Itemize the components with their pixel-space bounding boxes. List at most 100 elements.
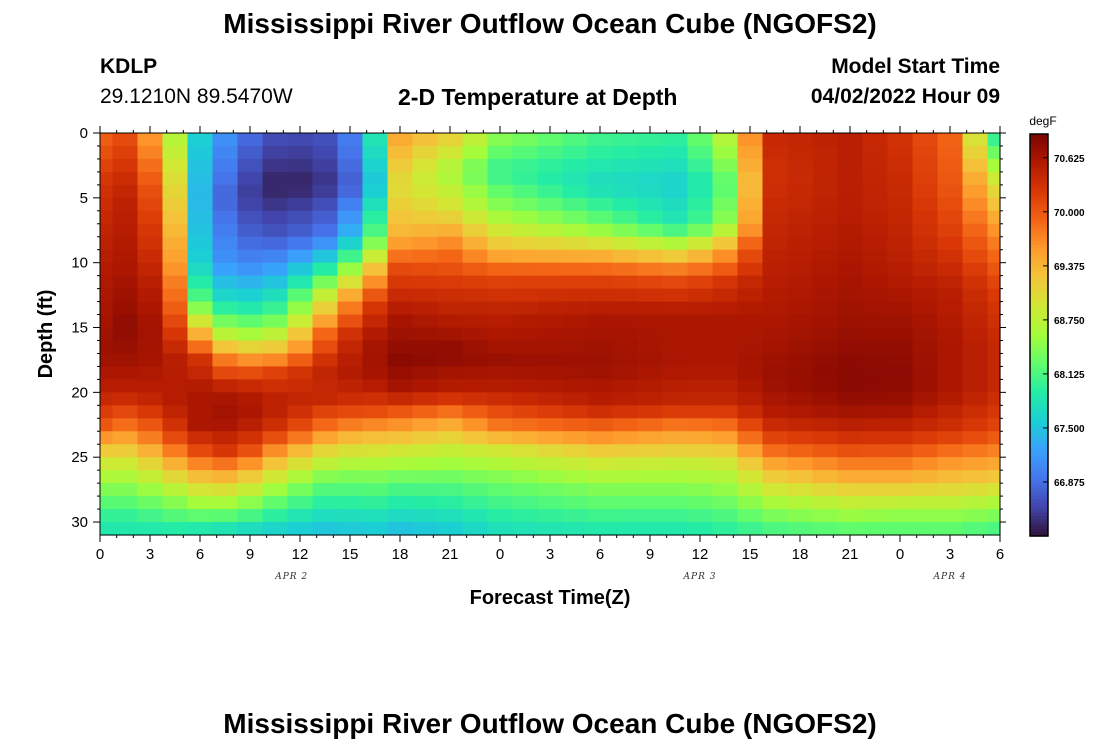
heatmap-cell [287,405,314,419]
heatmap-cell [587,327,614,342]
colorbar-segment [1030,164,1048,169]
heatmap-cell [637,457,664,471]
heatmap-cell [612,249,639,264]
x-tick-label: 15 [342,546,359,563]
heatmap-cell [862,133,889,147]
heatmap-cell [912,457,939,471]
y-tick-label: 30 [71,514,88,531]
heatmap-cell [862,158,889,173]
heatmap-cell [612,379,639,393]
heatmap-cell [687,301,714,316]
heatmap-cell [412,327,439,342]
heatmap-cell [337,223,364,238]
heatmap-cell [112,145,139,160]
heatmap-cell [812,431,839,445]
heatmap-cell [137,223,164,238]
heatmap-cell [387,327,414,342]
heatmap-cell [137,171,164,186]
heatmap-cell [512,379,539,393]
heatmap-cell [587,236,614,251]
heatmap-cell [387,133,414,147]
colorbar-segment [1030,408,1048,413]
heatmap-cell [412,457,439,471]
heatmap-cell [312,210,339,225]
heatmap-cell [712,483,739,497]
heatmap-cell [100,145,114,160]
colorbar-segment [1030,442,1048,447]
heatmap-cell [712,145,739,160]
heatmap-cell [537,145,564,160]
heatmap-cell [587,133,614,147]
heatmap-cell [712,158,739,173]
heatmap-cell [462,158,489,173]
heatmap-cell [387,171,414,186]
heatmap-cell [437,275,464,290]
heatmap-cell [137,366,164,380]
heatmap-cell [962,457,989,471]
heatmap-cell [662,431,689,445]
heatmap-cell [662,249,689,264]
heatmap-cell [512,262,539,277]
heatmap-cell [762,353,789,368]
heatmap-cell [837,236,864,251]
colorbar-segment [1030,448,1048,453]
heatmap-cell [562,288,589,303]
heatmap-cell [362,133,389,147]
heatmap-cell [987,133,1001,147]
heatmap-cell [337,262,364,277]
heatmap-cell [262,509,289,523]
heatmap-cell [987,314,1001,329]
heatmap-cell [262,392,289,406]
heatmap-cell [287,444,314,458]
heatmap-cell [937,301,964,316]
colorbar-segment [1030,274,1048,279]
heatmap-cell [437,262,464,277]
heatmap-cell [412,145,439,160]
heatmap-cell [100,133,114,147]
heatmap-cell [912,353,939,368]
heatmap-cell [912,133,939,147]
heatmap-cell [662,392,689,406]
heatmap-cell [787,275,814,290]
heatmap-cell [387,457,414,471]
colorbar-segment [1030,331,1048,336]
heatmap-cell [837,522,864,536]
colorbar-segment [1030,197,1048,202]
x-tick-label: 0 [96,546,104,563]
heatmap-cell [862,210,889,225]
heatmap-cell [862,444,889,458]
colorbar-segment [1030,378,1048,383]
heatmap-cell [587,171,614,186]
heatmap-cell [112,392,139,406]
heatmap-cell [187,379,214,393]
heatmap-cell [337,145,364,160]
heatmap-cell [312,340,339,355]
heatmap-cell [762,133,789,147]
heatmap-cell [787,405,814,419]
colorbar-segment [1030,368,1048,373]
heatmap-cell [462,314,489,329]
heatmap-cell [587,340,614,355]
heatmap-cell [687,158,714,173]
heatmap-cell [912,288,939,303]
heatmap-cell [737,392,764,406]
heatmap-cell [237,392,264,406]
colorbar-segment [1030,184,1048,189]
heatmap-cell [612,210,639,225]
heatmap-cell [237,405,264,419]
heatmap-cell [787,288,814,303]
heatmap-cell [412,379,439,393]
heatmap-cell [687,431,714,445]
heatmap-cell [737,431,764,445]
heatmap-cell [662,418,689,432]
heatmap-cell [312,262,339,277]
heatmap-cell [462,171,489,186]
heatmap-cell [337,392,364,406]
heatmap-cell [737,457,764,471]
heatmap-cell [312,223,339,238]
heatmap-cell [912,379,939,393]
heatmap-cell [687,353,714,368]
heatmap-cell [637,327,664,342]
heatmap-cell [437,184,464,199]
heatmap-cell [437,327,464,342]
